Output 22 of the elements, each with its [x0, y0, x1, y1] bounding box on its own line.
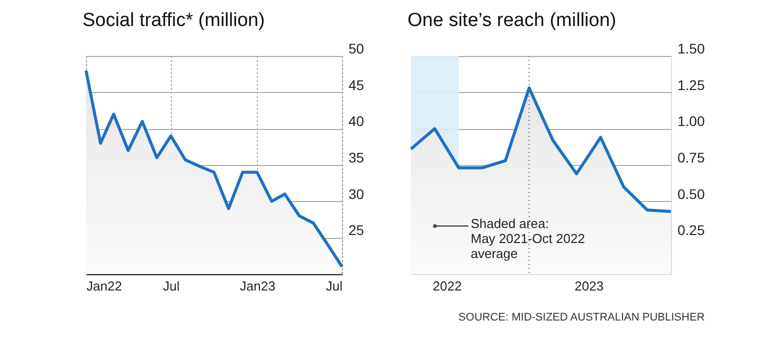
- x-tick-label: Jan23: [240, 278, 276, 294]
- y-tick-label: 1.25: [678, 76, 705, 93]
- chart-title: Social traffic* (million): [82, 10, 265, 31]
- y-tick-label: 0.25: [678, 222, 705, 238]
- y-tick-label: 30: [348, 186, 364, 202]
- y-tick-label: 35: [348, 150, 364, 166]
- x-tick-label: Jan22: [86, 278, 122, 294]
- y-tick-label: 0.50: [678, 186, 705, 202]
- y-tick-label: 25: [348, 222, 364, 238]
- y-tick-label: 1.50: [678, 40, 705, 56]
- source-note: SOURCE: MID-SIZED AUSTRALIAN PUBLISHER: [458, 312, 705, 324]
- x-tick-label: 2023: [574, 278, 604, 294]
- y-tick-label: 1.00: [678, 113, 705, 130]
- y-tick-label: 0.75: [678, 150, 705, 166]
- x-tick-label: 2022: [432, 278, 462, 294]
- x-tick-label: Jul: [163, 278, 180, 294]
- y-tick-label: 50: [348, 40, 364, 56]
- y-tick-label: 40: [348, 113, 364, 130]
- x-tick-label: Jul: [326, 278, 343, 294]
- y-tick-label: 45: [348, 76, 364, 93]
- chart-title: One site’s reach (million): [408, 10, 616, 31]
- band-label: Shaded area: May 2021-Oct 2022 average: [470, 216, 585, 262]
